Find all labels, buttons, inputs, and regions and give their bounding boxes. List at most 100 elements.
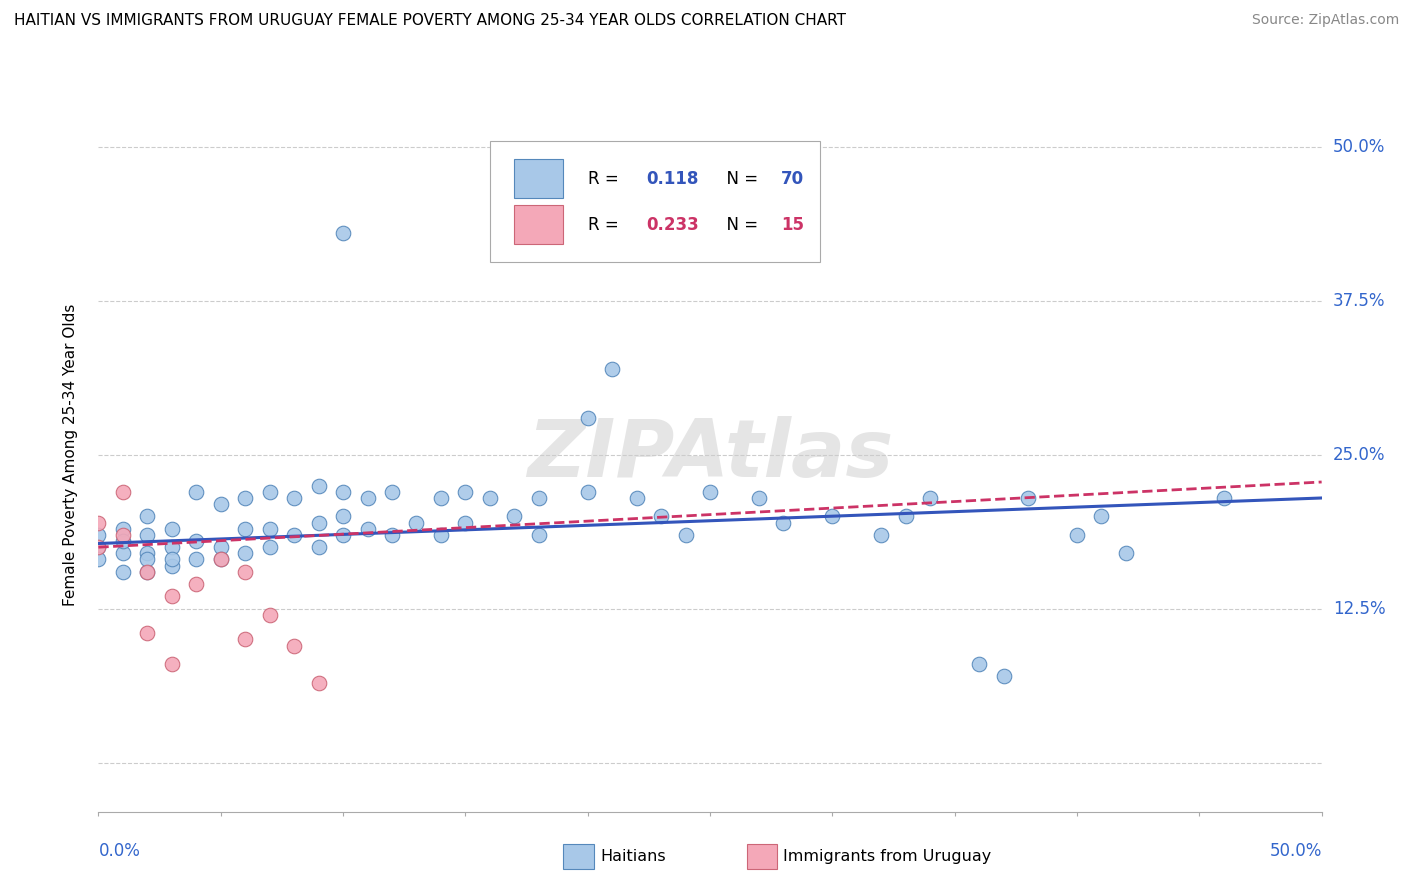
Point — [308, 675, 330, 690]
Text: Source: ZipAtlas.com: Source: ZipAtlas.com — [1251, 13, 1399, 28]
Point — [186, 577, 208, 591]
Point — [111, 528, 134, 542]
Point — [650, 509, 672, 524]
Point — [259, 522, 281, 536]
Point — [503, 509, 526, 524]
Point — [894, 509, 917, 524]
Point — [308, 540, 330, 554]
Point — [748, 491, 770, 505]
Point — [259, 484, 281, 499]
Point — [283, 491, 305, 505]
Point — [186, 552, 208, 566]
Text: R =: R = — [588, 169, 624, 187]
Point — [527, 528, 550, 542]
Point — [209, 497, 232, 511]
Point — [1212, 491, 1234, 505]
Point — [1090, 509, 1112, 524]
Point — [87, 540, 110, 554]
Point — [454, 516, 477, 530]
Text: 25.0%: 25.0% — [1333, 446, 1385, 464]
Text: 12.5%: 12.5% — [1333, 599, 1385, 618]
Point — [600, 361, 623, 376]
Point — [283, 528, 305, 542]
Point — [576, 411, 599, 425]
Point — [430, 528, 453, 542]
Text: 70: 70 — [780, 169, 804, 187]
Point — [209, 540, 232, 554]
Point — [332, 509, 354, 524]
Point — [454, 484, 477, 499]
Text: 0.0%: 0.0% — [98, 842, 141, 860]
Point — [136, 552, 159, 566]
Point — [356, 491, 378, 505]
Point — [967, 657, 990, 671]
Point — [87, 528, 110, 542]
Bar — [515, 159, 564, 198]
Point — [675, 528, 697, 542]
Point — [332, 484, 354, 499]
Point — [430, 491, 453, 505]
Point — [332, 528, 354, 542]
Point — [356, 522, 378, 536]
Point — [209, 552, 232, 566]
Point — [160, 590, 183, 604]
Text: HAITIAN VS IMMIGRANTS FROM URUGUAY FEMALE POVERTY AMONG 25-34 YEAR OLDS CORRELAT: HAITIAN VS IMMIGRANTS FROM URUGUAY FEMAL… — [14, 13, 846, 29]
Point — [136, 565, 159, 579]
Point — [308, 478, 330, 492]
Point — [527, 491, 550, 505]
Text: 50.0%: 50.0% — [1333, 138, 1385, 156]
Point — [1066, 528, 1088, 542]
Point — [920, 491, 942, 505]
Point — [160, 657, 183, 671]
Point — [87, 516, 110, 530]
Point — [626, 491, 648, 505]
Text: 37.5%: 37.5% — [1333, 292, 1385, 310]
Point — [259, 540, 281, 554]
Point — [111, 484, 134, 499]
Point — [136, 546, 159, 560]
Point — [576, 484, 599, 499]
Point — [870, 528, 893, 542]
Point — [136, 528, 159, 542]
Bar — [564, 844, 593, 869]
Point — [332, 227, 354, 241]
Point — [111, 546, 134, 560]
Point — [87, 540, 110, 554]
Text: Immigrants from Uruguay: Immigrants from Uruguay — [783, 849, 991, 864]
FancyBboxPatch shape — [489, 141, 820, 262]
Point — [111, 565, 134, 579]
Point — [381, 484, 404, 499]
Point — [1115, 546, 1137, 560]
Point — [233, 546, 256, 560]
Point — [1017, 491, 1039, 505]
Text: 0.233: 0.233 — [647, 216, 699, 234]
Point — [160, 552, 183, 566]
Point — [111, 522, 134, 536]
Point — [478, 491, 501, 505]
Y-axis label: Female Poverty Among 25-34 Year Olds: Female Poverty Among 25-34 Year Olds — [63, 304, 77, 606]
Point — [772, 516, 794, 530]
Point — [993, 669, 1015, 683]
Text: N =: N = — [716, 216, 763, 234]
Text: N =: N = — [716, 169, 763, 187]
Point — [136, 565, 159, 579]
Point — [821, 509, 844, 524]
Text: 0.118: 0.118 — [647, 169, 699, 187]
Text: Haitians: Haitians — [600, 849, 665, 864]
Text: ZIPAtlas: ZIPAtlas — [527, 416, 893, 494]
Text: 50.0%: 50.0% — [1270, 842, 1322, 860]
Point — [160, 540, 183, 554]
Point — [186, 484, 208, 499]
Point — [283, 639, 305, 653]
Point — [160, 558, 183, 573]
Point — [186, 534, 208, 549]
Point — [160, 522, 183, 536]
Point — [259, 607, 281, 622]
Point — [87, 552, 110, 566]
Point — [111, 534, 134, 549]
Text: 15: 15 — [780, 216, 804, 234]
Point — [233, 491, 256, 505]
Point — [233, 522, 256, 536]
Point — [233, 632, 256, 647]
Point — [136, 626, 159, 640]
